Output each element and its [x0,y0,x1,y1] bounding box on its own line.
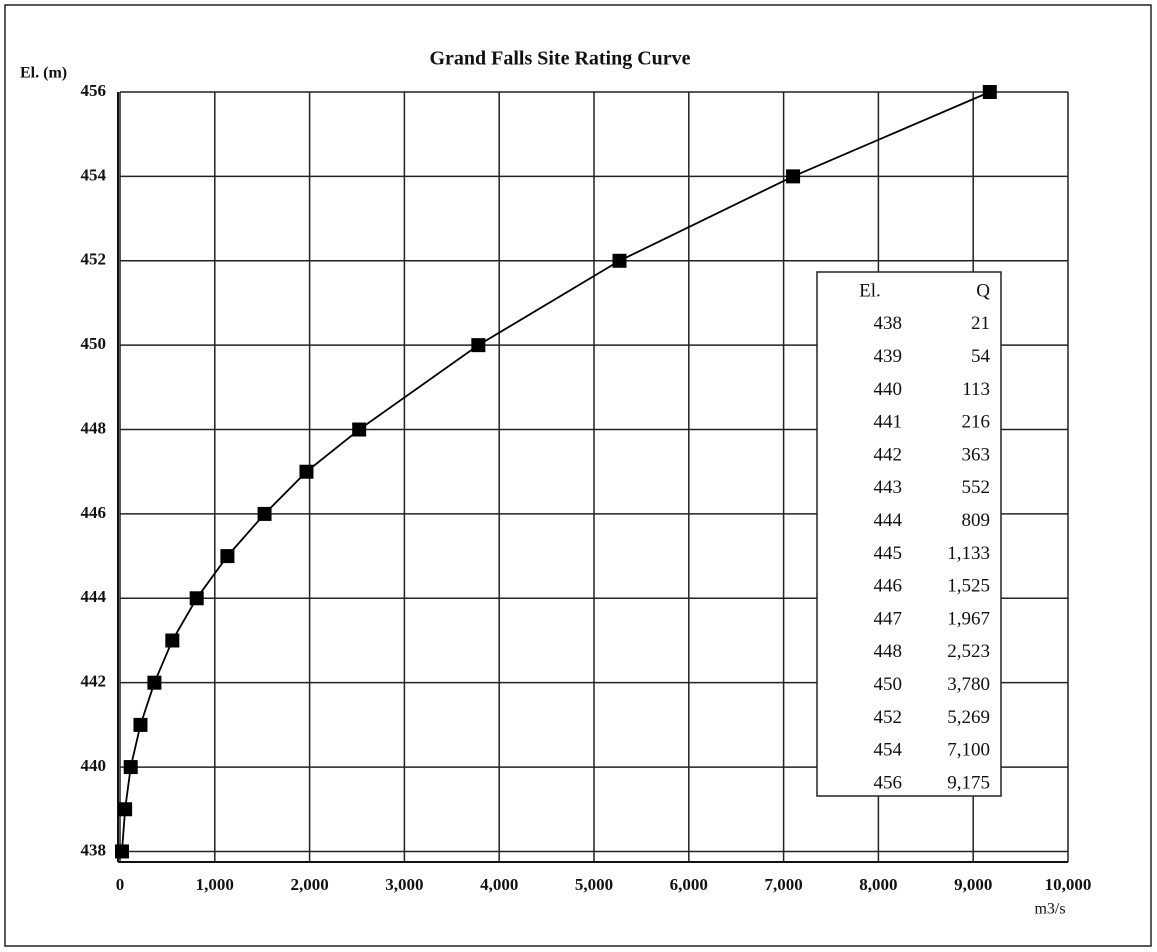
y-tick-label: 442 [81,672,107,691]
y-tick-label: 452 [81,250,107,269]
table-cell: 363 [962,444,991,465]
y-tick-label: 454 [81,165,107,184]
table-cell: 440 [874,379,903,400]
data-point [220,549,235,564]
table-cell: 454 [874,740,903,761]
x-tick-label: 0 [116,875,125,894]
data-table-box [816,271,1002,797]
table-cell: 438 [874,313,903,334]
y-tick-label: 450 [81,334,107,353]
table-header: El. [859,280,881,301]
table-cell: 447 [874,608,903,629]
table-cell: 452 [874,707,903,728]
x-tick-label: 10,000 [1045,875,1092,894]
table-cell: 7,100 [947,740,990,761]
table-cell: 445 [874,543,903,564]
table-cell: 443 [874,477,903,498]
table-cell: 809 [962,510,991,531]
table-cell: 446 [874,576,903,597]
table-cell: 442 [874,444,903,465]
data-point [299,464,314,479]
data-point [982,85,997,99]
table-cell: 456 [874,772,903,793]
data-point [612,253,627,268]
data-point [257,506,272,521]
x-axis-label: m3/s [1034,901,1065,918]
table-cell: 1,525 [947,576,990,597]
table-cell: 9,175 [947,772,990,793]
data-point [118,802,133,817]
y-tick-label: 456 [81,81,107,100]
data-point [147,675,162,690]
data-point [189,591,204,606]
x-tick-label: 5,000 [575,875,613,894]
table-cell: 113 [962,379,990,400]
table-cell: 2,523 [947,641,990,662]
data-point [114,844,129,859]
table-cell: 441 [874,412,903,433]
x-tick-label: 2,000 [290,875,328,894]
table-header: Q [976,280,990,301]
table-cell: 216 [962,412,991,433]
data-point [123,760,138,775]
table-cell: 439 [874,346,903,367]
y-tick-label: 440 [81,756,107,775]
chart-title: Grand Falls Site Rating Curve [429,48,690,70]
x-tick-label: 3,000 [385,875,423,894]
data-point [471,338,486,353]
table-cell: 450 [874,674,903,695]
table-cell: 3,780 [947,674,990,695]
x-tick-label: 4,000 [480,875,518,894]
y-tick-label: 444 [81,587,107,606]
table-cell: 54 [971,346,991,367]
x-tick-label: 6,000 [670,875,708,894]
x-tick-label: 1,000 [196,875,234,894]
data-point [352,422,367,437]
table-cell: 552 [962,477,991,498]
table-cell: 448 [874,641,903,662]
table-cell: 21 [971,313,990,334]
y-tick-label: 438 [81,840,107,859]
y-axis-label: El. (m) [20,65,67,82]
x-tick-label: 7,000 [764,875,802,894]
data-point [165,633,180,648]
table-cell: 5,269 [947,707,990,728]
table-cell: 1,967 [947,608,990,629]
x-tick-label: 8,000 [859,875,897,894]
x-tick-label: 9,000 [954,875,992,894]
data-point [786,169,801,184]
data-point [133,717,148,732]
table-cell: 1,133 [947,543,990,564]
y-tick-label: 446 [81,503,107,522]
y-tick-label: 448 [81,418,107,437]
table-cell: 444 [874,510,903,531]
